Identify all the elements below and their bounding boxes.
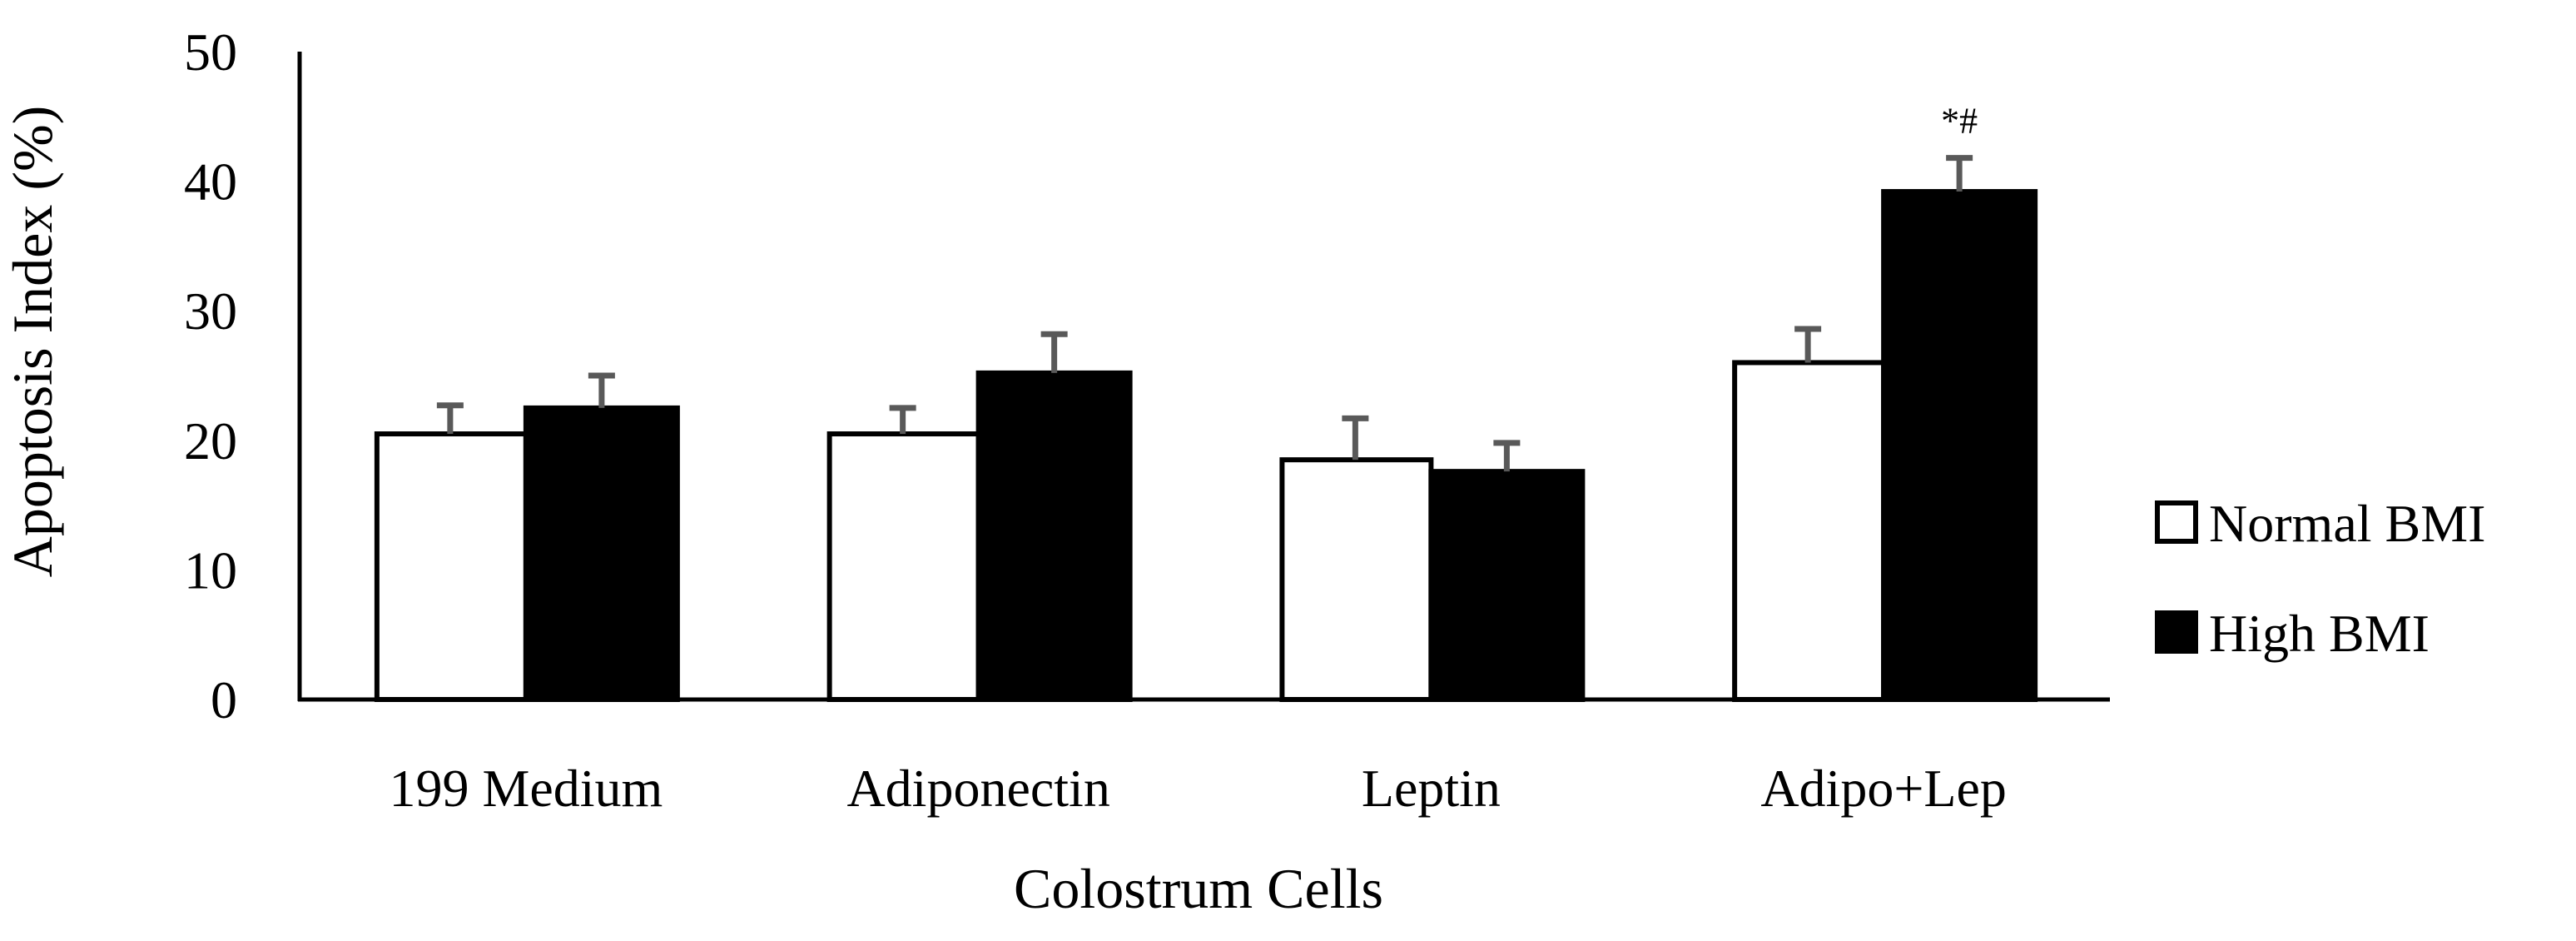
x-category-label: Adipo+Lep: [1760, 759, 2007, 818]
bar-high-bmi: [1428, 469, 1586, 702]
bar-high-bmi: [1881, 189, 2038, 703]
y-tick-label: 50: [184, 22, 237, 82]
x-category-label: 199 Medium: [389, 759, 663, 818]
significance-annotation: *#: [1941, 101, 1978, 142]
legend-label-normal-bmi: Normal BMI: [2209, 494, 2485, 553]
y-tick-label: 30: [184, 281, 237, 341]
y-tick-label: 20: [184, 411, 237, 471]
legend: Normal BMI High BMI: [2155, 494, 2485, 663]
y-tick-label: 10: [184, 540, 237, 600]
y-tick-label: 40: [184, 152, 237, 212]
x-category-label: Adiponectin: [846, 759, 1109, 818]
axes: 0 10 20 30 40 50 199 Medium Adiponectin Leptin Ad…: [184, 22, 2110, 818]
legend-swatch-high-bmi: [2155, 610, 2198, 654]
bar-high-bmi: [523, 405, 680, 702]
y-axis-title: Apoptosis Index (%): [1, 106, 64, 578]
bar-normal-bmi: [1279, 457, 1434, 702]
plot-area: *#: [374, 101, 2038, 703]
x-category-label: Leptin: [1362, 759, 1501, 818]
bar-normal-bmi: [826, 431, 981, 703]
x-axis-title: Colostrum Cells: [1014, 857, 1383, 920]
bar-high-bmi: [975, 370, 1133, 702]
bar-normal-bmi: [1732, 360, 1887, 702]
legend-label-high-bmi: High BMI: [2209, 604, 2430, 663]
legend-swatch-normal-bmi: [2155, 500, 2198, 544]
bar-normal-bmi: [374, 431, 529, 703]
y-tick-label: 0: [211, 670, 237, 729]
